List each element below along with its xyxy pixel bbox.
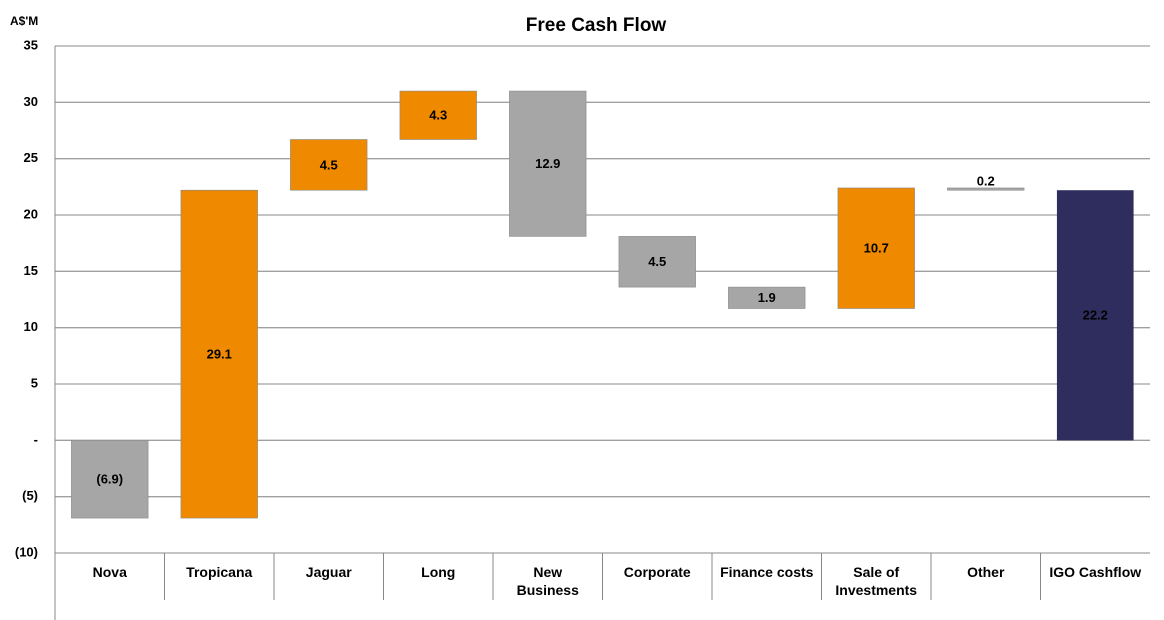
bar — [837, 187, 915, 309]
bar — [728, 286, 806, 309]
y-tick-label: 20 — [24, 206, 38, 221]
bar — [71, 440, 149, 519]
x-tick-label: Long — [421, 564, 456, 580]
x-tick-label: IGO Cashflow — [1049, 564, 1142, 580]
bar — [618, 236, 696, 288]
bar — [947, 187, 1025, 191]
chart-title: Free Cash Flow — [526, 15, 667, 36]
data-label: 22.2 — [1083, 308, 1108, 323]
bar — [1056, 190, 1134, 441]
bar — [180, 189, 258, 519]
y-tick-label: 35 — [24, 37, 38, 52]
y-tick-label: (10) — [15, 544, 38, 559]
y-tick-label: - — [34, 432, 38, 447]
bar — [399, 90, 477, 140]
x-tick-label: Other — [967, 564, 1005, 580]
x-tick-label: Corporate — [623, 564, 691, 580]
y-tick-label: 25 — [24, 150, 38, 165]
y-tick-label: 15 — [24, 263, 38, 278]
x-tick-label: Tropicana — [186, 564, 253, 580]
data-label: 4.5 — [648, 254, 666, 269]
x-tick-label: Nova — [92, 564, 127, 580]
data-label: 10.7 — [864, 241, 889, 256]
data-label: 4.5 — [320, 157, 338, 172]
data-label: 0.2 — [977, 173, 995, 188]
y-axis-label: A$'M — [10, 14, 38, 28]
data-label: 29.1 — [207, 347, 232, 362]
y-tick-label: (5) — [22, 488, 38, 503]
x-tick-label: Sale of Investments — [835, 564, 918, 598]
y-tick-label: 5 — [31, 375, 38, 390]
y-tick-label: 10 — [24, 319, 38, 334]
x-tick-label: Jaguar — [305, 564, 352, 580]
y-tick-label: 30 — [24, 94, 38, 109]
data-label: 4.3 — [429, 108, 447, 123]
data-label: (6.9) — [96, 472, 123, 487]
bar — [290, 139, 368, 191]
bar — [509, 90, 587, 237]
data-label: 1.9 — [758, 290, 776, 305]
x-tick-label: Finance costs — [720, 564, 814, 580]
x-tick-label: New Business — [516, 564, 579, 598]
data-label: 12.9 — [535, 156, 560, 171]
